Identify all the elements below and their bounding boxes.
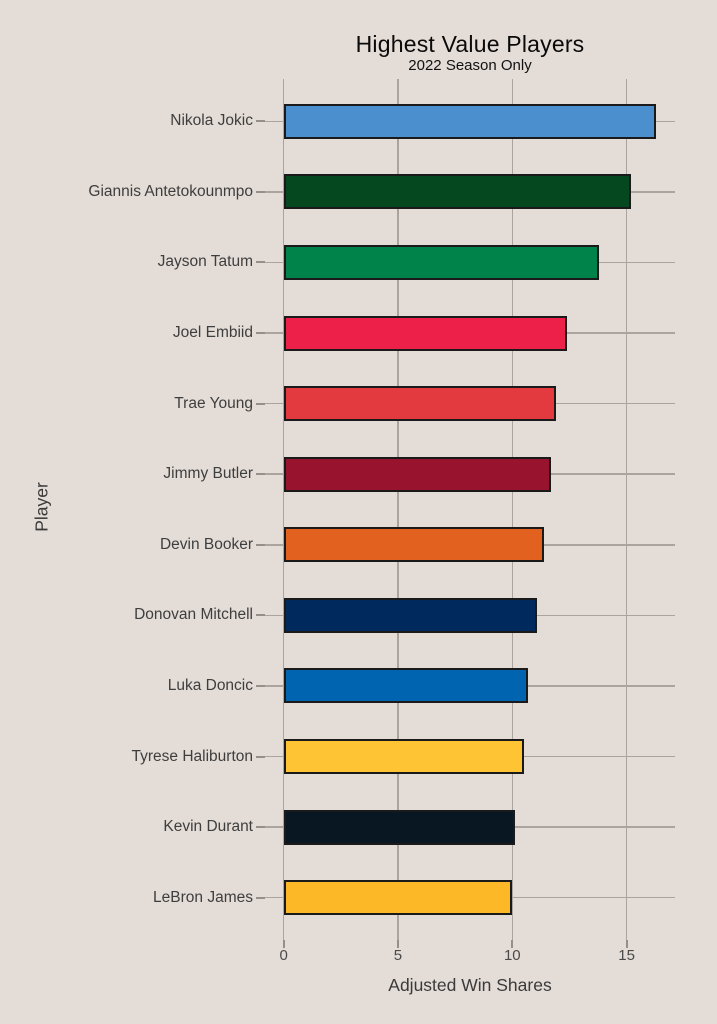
bar-jimmy-butler [283,456,552,492]
category-label-tyrese-haliburton: Tyrese Haliburton [131,747,253,765]
category-label-giannis-antetokounmpo: Giannis Antetokounmpo [88,182,253,200]
bar-kevin-durant [283,809,515,845]
bar-lebron-james [283,880,513,916]
category-label-devin-booker: Devin Booker [159,535,253,553]
y-axis-tick [256,190,265,193]
bar-giannis-antetokounmpo [283,174,632,210]
x-tick-label: 0 [279,947,288,964]
y-axis-tick [256,402,265,405]
y-axis-tick [256,755,265,758]
chart-title: Highest Value Players [355,31,585,57]
bar-nikola-jokic [283,103,657,139]
category-label-luka-doncic: Luka Doncic [167,676,253,694]
y-axis-tick [256,261,265,264]
y-axis-tick [256,826,265,829]
category-label-lebron-james: LeBron James [153,888,253,906]
bar-trae-young [283,386,556,422]
y-axis-tick [256,473,265,476]
v-gridline [282,79,285,940]
v-gridline [625,79,628,940]
category-label-nikola-jokic: Nikola Jokic [170,112,253,130]
y-axis-tick [256,614,265,617]
category-label-trae-young: Trae Young [174,394,253,412]
x-tick-label: 5 [393,947,403,964]
v-gridline [511,79,514,940]
category-label-jimmy-butler: Jimmy Butler [163,465,253,483]
bar-tyrese-haliburton [283,739,524,774]
category-label-donovan-mitchell: Donovan Mitchell [134,606,253,624]
x-axis-tick [511,940,514,948]
chart-subtitle: 2022 Season Only [408,57,532,74]
x-axis-tick [396,940,399,948]
category-label-jayson-tatum: Jayson Tatum [157,253,253,271]
x-tick-label: 15 [618,947,635,964]
y-axis-tick [256,896,265,899]
y-axis-title: Player [31,482,52,532]
bar-jayson-tatum [283,244,600,280]
bar-devin-booker [283,527,545,563]
bar-joel-embiid [283,315,568,351]
x-axis-tick [625,940,628,948]
category-label-kevin-durant: Kevin Durant [163,818,253,836]
bar-donovan-mitchell [283,597,538,633]
x-tick-label: 10 [503,947,521,964]
bar-luka-doncic [283,668,529,704]
category-label-joel-embiid: Joel Embiid [172,324,253,342]
v-gridline [397,79,399,940]
y-axis-tick [256,684,265,687]
y-axis-tick [256,120,265,123]
x-axis-title: Adjusted Win Shares [388,975,552,995]
x-axis-tick [282,940,285,948]
y-axis-tick [256,543,265,546]
y-axis-tick [256,332,265,335]
